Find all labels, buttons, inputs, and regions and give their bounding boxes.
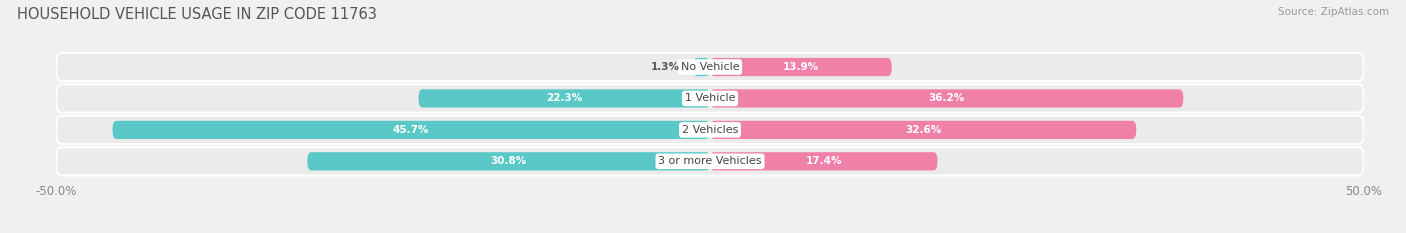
FancyBboxPatch shape (710, 121, 1136, 139)
FancyBboxPatch shape (308, 152, 710, 170)
FancyBboxPatch shape (56, 53, 1364, 81)
Text: No Vehicle: No Vehicle (681, 62, 740, 72)
Text: Source: ZipAtlas.com: Source: ZipAtlas.com (1278, 7, 1389, 17)
Text: 3 or more Vehicles: 3 or more Vehicles (658, 156, 762, 166)
Text: 1.3%: 1.3% (651, 62, 681, 72)
Text: 32.6%: 32.6% (905, 125, 941, 135)
Text: 17.4%: 17.4% (806, 156, 842, 166)
Text: 45.7%: 45.7% (394, 125, 429, 135)
Text: 36.2%: 36.2% (928, 93, 965, 103)
Text: 13.9%: 13.9% (783, 62, 818, 72)
FancyBboxPatch shape (693, 58, 710, 76)
FancyBboxPatch shape (710, 152, 938, 170)
FancyBboxPatch shape (56, 84, 1364, 113)
FancyBboxPatch shape (56, 116, 1364, 144)
FancyBboxPatch shape (56, 147, 1364, 175)
FancyBboxPatch shape (112, 121, 710, 139)
FancyBboxPatch shape (419, 89, 710, 108)
Text: 22.3%: 22.3% (546, 93, 582, 103)
Text: 30.8%: 30.8% (491, 156, 527, 166)
Text: HOUSEHOLD VEHICLE USAGE IN ZIP CODE 11763: HOUSEHOLD VEHICLE USAGE IN ZIP CODE 1176… (17, 7, 377, 22)
Text: 2 Vehicles: 2 Vehicles (682, 125, 738, 135)
FancyBboxPatch shape (710, 58, 891, 76)
FancyBboxPatch shape (710, 89, 1184, 108)
Text: 1 Vehicle: 1 Vehicle (685, 93, 735, 103)
